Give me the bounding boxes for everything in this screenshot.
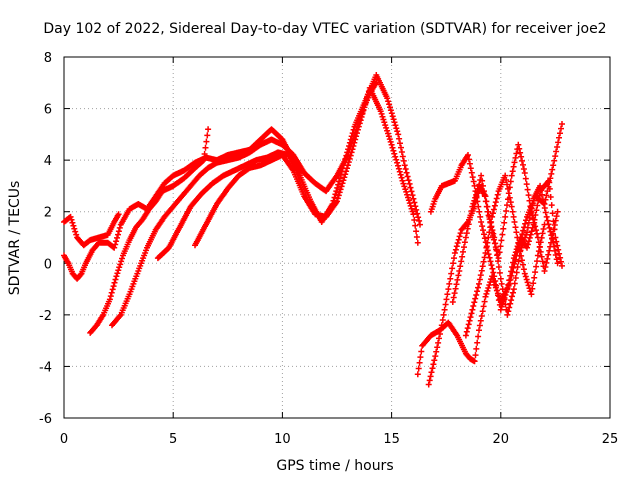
x-tick-label: 15 (383, 432, 400, 447)
x-axis-label: GPS time / hours (276, 458, 393, 474)
series-satellite-track-1 (61, 211, 122, 249)
x-tick-label: 10 (274, 432, 291, 447)
tick-labels: 0 5 10 15 20 25 -6 -4 -2 0 2 4 6 8 (39, 51, 618, 447)
y-tick-label: -6 (39, 412, 52, 427)
y-tick-label: 2 (44, 206, 52, 221)
y-tick-label: -2 (39, 309, 52, 324)
plus-markers (449, 141, 561, 305)
series-satellite-track-11 (462, 172, 548, 339)
x-tick-label: 5 (169, 432, 177, 447)
plus-markers (192, 84, 421, 249)
plus-markers (462, 172, 548, 339)
y-tick-label: 8 (44, 51, 52, 66)
series-satellite-track-3 (87, 126, 212, 336)
plus-markers (87, 126, 212, 336)
y-tick-label: -4 (39, 360, 52, 375)
y-axis-label: SDTVAR / TECUs (7, 181, 23, 296)
y-tick-label: 6 (44, 103, 52, 118)
x-tick-label: 20 (493, 432, 510, 447)
series-satellite-track-10 (449, 141, 561, 305)
series-satellite-track-6 (192, 84, 421, 249)
chart-title: Day 102 of 2022, Sidereal Day-to-day VTE… (43, 21, 606, 37)
x-tick-label: 25 (602, 432, 619, 447)
grid (64, 57, 610, 418)
data-layer (61, 72, 565, 388)
plus-markers (109, 136, 308, 329)
y-tick-label: 0 (44, 257, 52, 272)
plus-markers (61, 211, 122, 249)
x-tick-label: 0 (60, 432, 68, 447)
y-tick-label: 4 (44, 154, 52, 169)
plot-frame (63, 56, 611, 419)
series-satellite-track-4 (109, 136, 308, 329)
